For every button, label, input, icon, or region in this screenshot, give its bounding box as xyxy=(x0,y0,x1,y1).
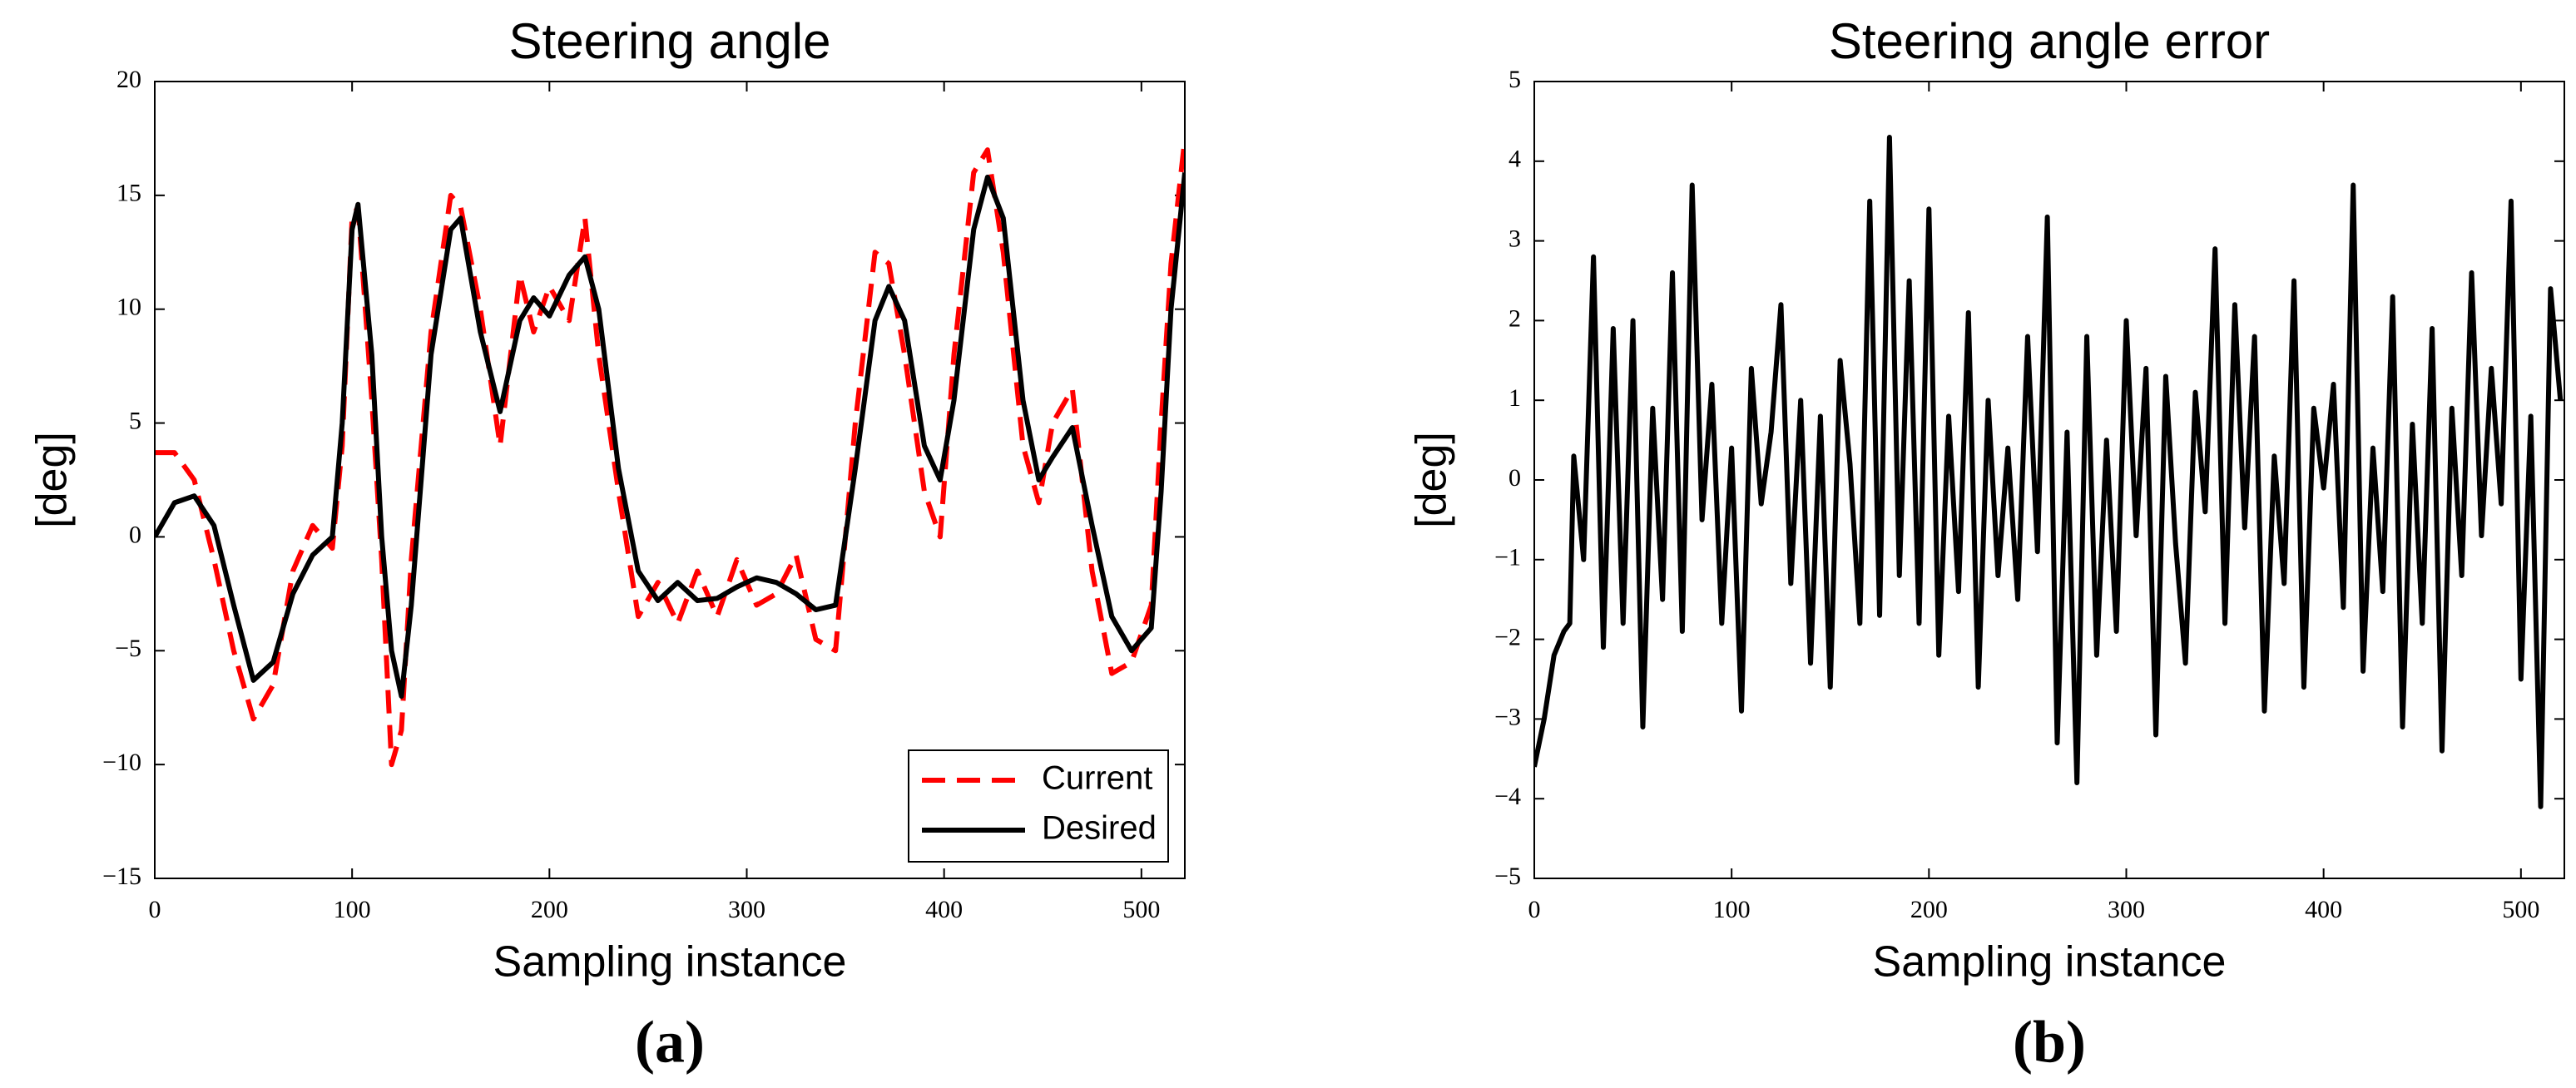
x-tick-label: 200 xyxy=(531,896,568,923)
x-tick-label: 0 xyxy=(1528,896,1541,923)
y-tick-label: 5 xyxy=(129,407,141,434)
chart-title: Steering angle xyxy=(509,13,831,69)
y-tick-label: 2 xyxy=(1508,304,1521,332)
legend-box xyxy=(908,749,1169,863)
y-tick-label: 15 xyxy=(116,180,141,207)
x-axis-label: Sampling instance xyxy=(493,938,847,987)
x-tick-label: 100 xyxy=(1713,896,1751,923)
y-tick-label: −4 xyxy=(1494,783,1521,810)
x-tick-label: 200 xyxy=(1910,896,1948,923)
x-tick-label: 400 xyxy=(925,896,963,923)
series-line xyxy=(155,138,1185,768)
legend-label: Desired xyxy=(1042,810,1157,847)
y-tick-label: 1 xyxy=(1508,384,1521,412)
x-tick-label: 500 xyxy=(2502,896,2539,923)
y-tick-label: 0 xyxy=(129,521,141,548)
x-tick-label: 400 xyxy=(2305,896,2342,923)
y-tick-label: −1 xyxy=(1494,544,1521,571)
y-tick-label: 4 xyxy=(1508,146,1521,173)
axes-box xyxy=(1533,81,2565,879)
y-tick-label: 20 xyxy=(116,66,141,93)
y-axis-label: [deg] xyxy=(28,432,77,528)
series-line xyxy=(155,172,1185,700)
y-tick-label: −5 xyxy=(115,635,141,662)
y-tick-label: −15 xyxy=(102,863,141,890)
y-tick-label: 5 xyxy=(1508,66,1521,93)
y-tick-label: −2 xyxy=(1494,623,1521,650)
axes-box xyxy=(154,81,1186,879)
y-tick-label: 0 xyxy=(1508,464,1521,492)
x-tick-label: 0 xyxy=(149,896,161,923)
x-tick-label: 300 xyxy=(728,896,765,923)
legend-label: Current xyxy=(1042,760,1152,797)
chart-title: Steering angle error xyxy=(1829,13,2270,69)
y-tick-label: −10 xyxy=(102,749,141,776)
series-line xyxy=(1534,135,2564,809)
x-axis-label: Sampling instance xyxy=(1873,938,2227,987)
y-tick-label: −5 xyxy=(1494,863,1521,890)
caption: (b) xyxy=(2013,1009,2086,1076)
y-axis-label: [deg] xyxy=(1408,432,1456,528)
x-tick-label: 500 xyxy=(1122,896,1160,923)
x-tick-label: 300 xyxy=(2108,896,2145,923)
x-tick-label: 100 xyxy=(334,896,371,923)
y-tick-label: 3 xyxy=(1508,225,1521,252)
y-tick-label: 10 xyxy=(116,294,141,321)
caption: (a) xyxy=(635,1009,705,1076)
y-tick-label: −3 xyxy=(1494,703,1521,730)
